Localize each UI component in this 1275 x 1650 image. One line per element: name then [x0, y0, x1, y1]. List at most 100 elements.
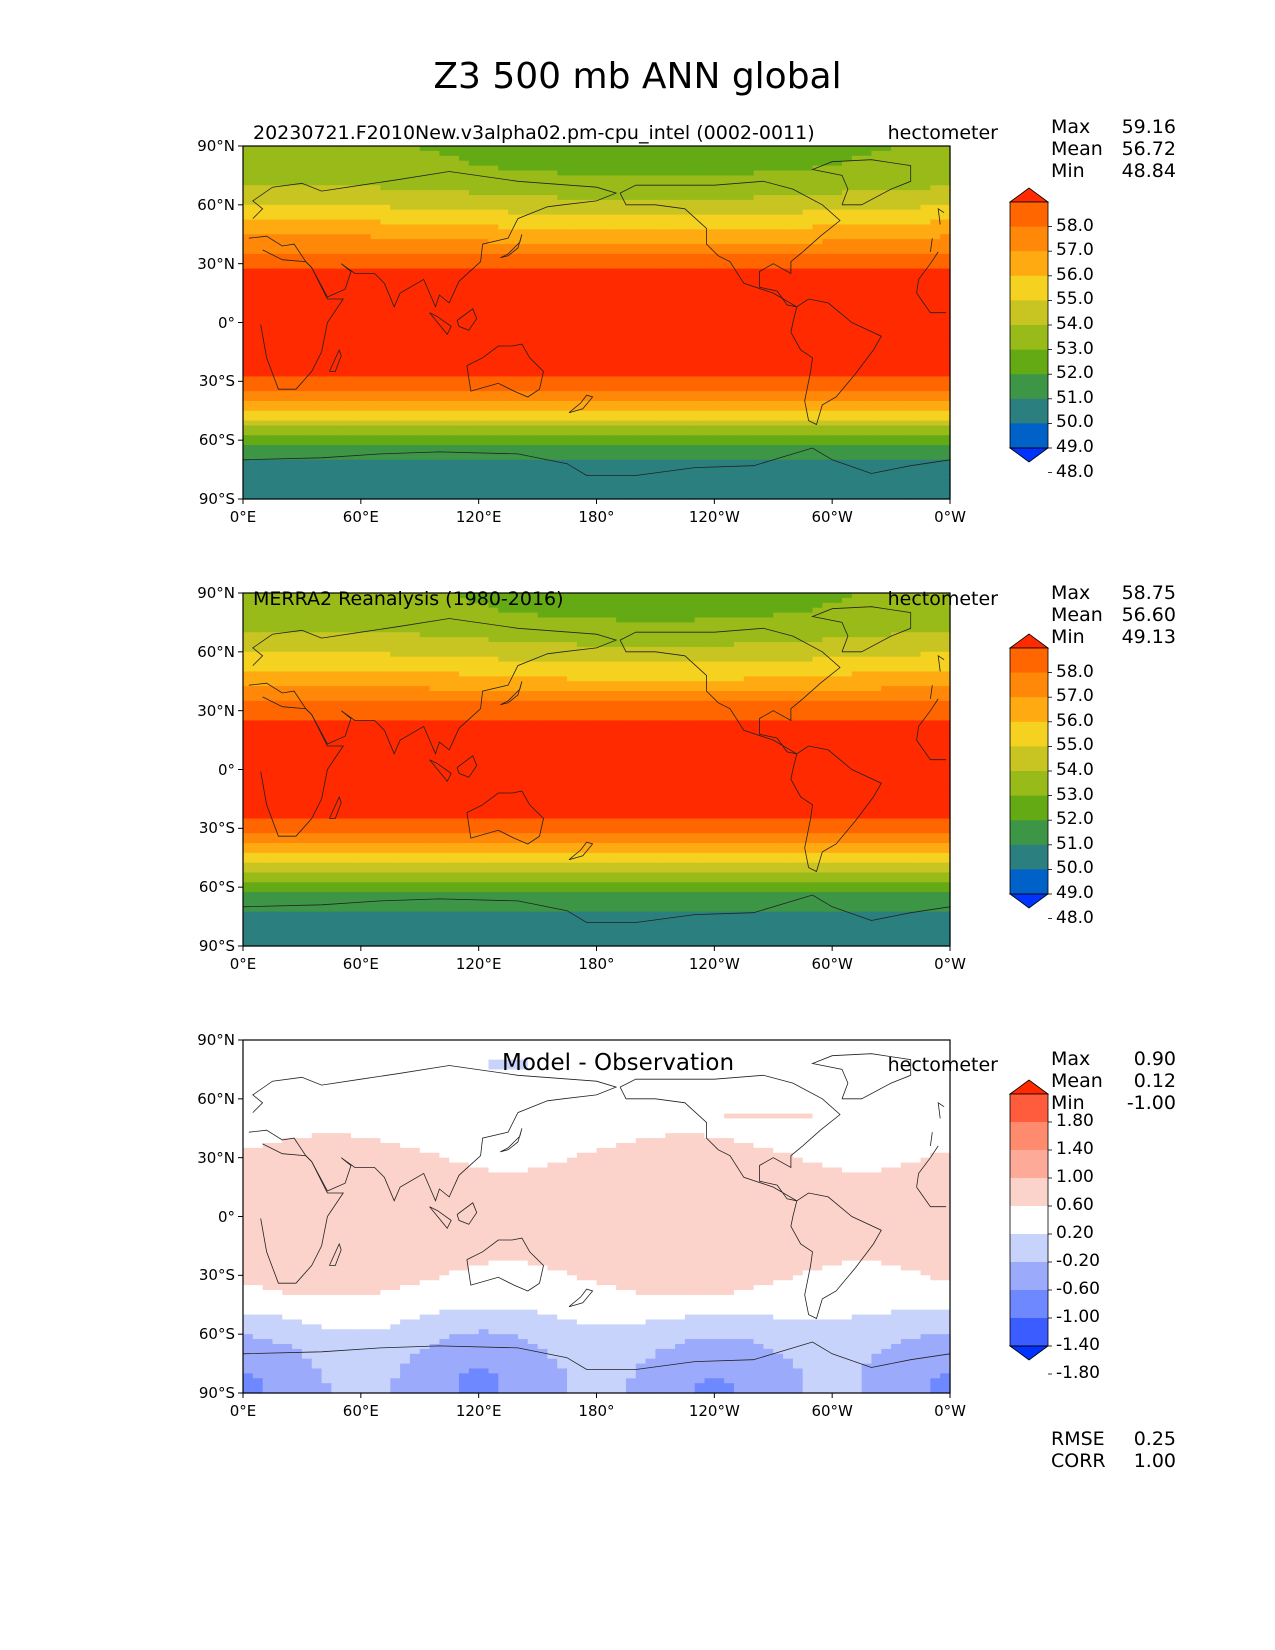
x-tick-label: 60°W: [811, 508, 853, 526]
panel-3-stat-max: Max 0.90: [1051, 1048, 1176, 1070]
colorbar-label: 53.0: [1056, 338, 1094, 359]
y-tick-label: 0°: [217, 760, 235, 779]
colorbar-swatch: [1010, 202, 1048, 227]
stat-value: -1.00: [1126, 1092, 1176, 1114]
x-tick-label: 60°W: [811, 1402, 853, 1420]
panel-1-stat-max: Max 59.16: [1051, 116, 1176, 138]
stat-label: Mean: [1051, 604, 1103, 626]
stat-label: Min: [1051, 160, 1085, 182]
colorbar-label: 52.0: [1056, 363, 1094, 384]
x-tick-label: 60°E: [342, 955, 379, 973]
y-tick-label: 0°: [217, 313, 235, 332]
stat-value: 56.72: [1121, 138, 1176, 160]
colorbar-swatch: [1010, 1094, 1048, 1123]
colorbar-label: 0.60: [1056, 1195, 1094, 1215]
x-tick-label: 180°: [578, 1402, 615, 1420]
x-tick-label: 120°E: [455, 508, 502, 526]
y-tick-label: 90°S: [198, 937, 235, 955]
colorbar-label: 56.0: [1056, 264, 1094, 285]
y-tick-label: 30°N: [197, 254, 235, 273]
colorbar-swatch: [1010, 251, 1048, 277]
x-tick-label: 120°E: [455, 1402, 502, 1420]
colorbar-swatch: [1010, 820, 1048, 846]
y-tick-label: 60°S: [198, 431, 235, 450]
y-tick-label: 30°S: [198, 819, 235, 838]
colorbar-swatch: [1010, 398, 1048, 424]
x-tick-label: 180°: [578, 955, 615, 973]
panel-1-stat-mean: Mean 56.72: [1051, 138, 1176, 160]
coastlines: [242, 606, 951, 923]
colorbar-extend-min: [1008, 893, 1050, 909]
x-tick-label: 0°E: [229, 955, 257, 973]
y-tick-label: 60°N: [197, 642, 235, 661]
panel-2-stat-mean: Mean 56.60: [1051, 604, 1176, 626]
stat-label: Max: [1051, 1048, 1091, 1070]
panel-3-stat-min: Min -1.00: [1051, 1092, 1176, 1114]
stat-label: Min: [1051, 1092, 1085, 1114]
colorbar-label: 1.40: [1056, 1139, 1094, 1159]
stat-label: Mean: [1051, 1070, 1103, 1092]
colorbar-swatch: [1010, 721, 1048, 747]
colorbar-label: 58.0: [1056, 215, 1094, 236]
x-tick-label: 120°W: [688, 508, 740, 526]
x-tick-label: 120°W: [688, 955, 740, 973]
colorbar-swatch: [1010, 795, 1048, 821]
panel-1-units: hectometer: [887, 122, 998, 144]
y-tick-label: 90°N: [197, 584, 235, 602]
map-panel-diff: [242, 1039, 951, 1394]
colorbar-label: 0.20: [1056, 1223, 1094, 1243]
map-panel-obs: [242, 592, 951, 947]
colorbar-swatch: [1010, 300, 1048, 326]
x-tick-label: 0°W: [934, 508, 966, 526]
map-panel-model: [242, 145, 951, 500]
colorbar-swatch: [1010, 1122, 1048, 1151]
colorbar-swatch: [1010, 844, 1048, 870]
y-tick-label: 60°N: [197, 195, 235, 214]
y-tick-label: 60°S: [198, 1325, 235, 1344]
colorbar-swatch: [1010, 423, 1048, 449]
colorbar-label: -0.60: [1056, 1279, 1100, 1299]
panel-1-title: 20230721.F2010New.v3alpha02.pm-cpu_intel…: [253, 122, 815, 144]
colorbar-label: 48.0: [1056, 907, 1094, 928]
colorbar-extend-max: [1008, 187, 1050, 203]
stat-value: 49.13: [1121, 626, 1176, 648]
colorbar-swatch: [1010, 1262, 1048, 1291]
colorbar-label: 51.0: [1056, 387, 1094, 408]
stat-value: 48.84: [1121, 160, 1176, 182]
colorbar-swatch: [1010, 1290, 1048, 1319]
colorbar-label: 48.0: [1056, 461, 1094, 482]
colorbar-label: 55.0: [1056, 735, 1094, 756]
colorbar-label: 54.0: [1056, 760, 1094, 780]
colorbar-label: 1.80: [1056, 1111, 1094, 1131]
colorbar-obs: [1008, 633, 1052, 919]
y-tick-label: 60°S: [198, 878, 235, 897]
stat-label: CORR: [1051, 1450, 1106, 1472]
x-tick-label: 0°W: [934, 1402, 966, 1420]
panel-2-stat-min: Min 49.13: [1051, 626, 1176, 648]
colorbar-model: [1008, 187, 1052, 474]
x-tick-label: 180°: [578, 508, 615, 526]
colorbar-swatch: [1010, 1206, 1048, 1235]
colorbar-swatch: [1010, 869, 1048, 895]
y-tick-label: 30°S: [198, 372, 235, 391]
field-model: [243, 146, 951, 500]
coastlines: [242, 1053, 951, 1370]
colorbar-extend-max: [1008, 1079, 1050, 1095]
stat-value: 1.00: [1133, 1450, 1176, 1472]
colorbar-label: 53.0: [1056, 784, 1094, 805]
colorbar-swatch: [1010, 1150, 1048, 1179]
panel-2-title: MERRA2 Reanalysis (1980-2016): [253, 588, 564, 610]
stat-value: 0.90: [1133, 1048, 1176, 1070]
panel-3-stat-corr: CORR 1.00: [1051, 1450, 1176, 1472]
panel-1-stat-min: Min 48.84: [1051, 160, 1176, 182]
colorbar-label: 56.0: [1056, 710, 1094, 731]
stat-label: Max: [1051, 582, 1091, 604]
colorbar-swatch: [1010, 1178, 1048, 1207]
colorbar-extend-min: [1008, 447, 1050, 463]
stat-value: 0.12: [1133, 1070, 1176, 1092]
panel-2-units: hectometer: [887, 588, 998, 610]
field-diff: [243, 1040, 951, 1394]
y-tick-label: 0°: [217, 1207, 235, 1226]
colorbar-label: 49.0: [1056, 883, 1094, 903]
